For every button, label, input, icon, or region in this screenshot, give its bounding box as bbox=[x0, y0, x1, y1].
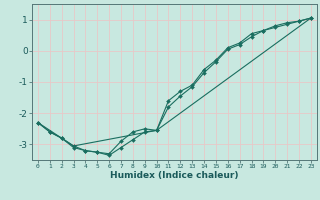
X-axis label: Humidex (Indice chaleur): Humidex (Indice chaleur) bbox=[110, 171, 239, 180]
